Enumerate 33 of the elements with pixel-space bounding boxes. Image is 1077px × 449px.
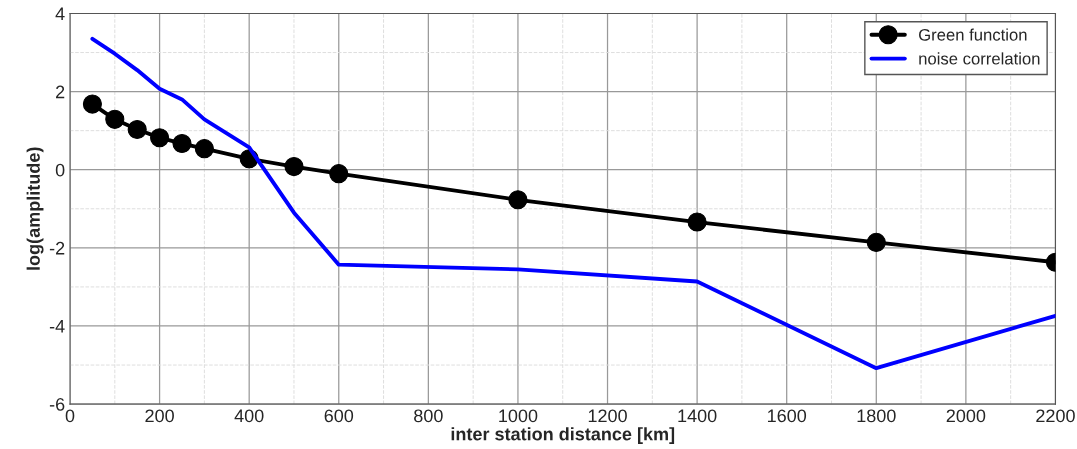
point <box>329 164 349 184</box>
x-tick-label: 400 <box>234 409 264 423</box>
point <box>127 119 147 140</box>
x-tick-label: 0 <box>65 409 75 423</box>
y-tick-label: -4 <box>49 320 65 333</box>
y-tick-label: -6 <box>49 398 65 411</box>
x-axis-title: inter station distance [km] <box>451 427 675 445</box>
y-tick-label: 0 <box>55 163 65 177</box>
x-tick-label: 600 <box>324 409 354 423</box>
x-tick-label: 800 <box>414 409 443 423</box>
x-tick-label: 1400 <box>678 409 717 423</box>
x-tick-label: 2200 <box>1036 409 1075 423</box>
x-tick-label: 2000 <box>946 409 986 423</box>
x-tick-label: 1000 <box>499 409 538 423</box>
x-tick-label: 200 <box>145 409 174 423</box>
point <box>194 139 214 159</box>
y-tick-label: 2 <box>56 85 65 99</box>
point <box>82 94 102 114</box>
point <box>508 190 528 210</box>
point <box>284 157 304 177</box>
point <box>687 212 707 232</box>
legend-label: noise correlation <box>919 52 1040 65</box>
y-axis-title: log(amplitude) <box>26 147 44 270</box>
x-tick-label: 1600 <box>768 409 807 423</box>
point <box>105 109 125 129</box>
y-tick-label: -2 <box>49 241 65 255</box>
point <box>172 134 192 154</box>
x-tick-label: 1800 <box>857 409 896 423</box>
point <box>866 232 886 252</box>
y-tick-label: 4 <box>55 7 65 21</box>
x-tick-label: 1200 <box>588 409 627 423</box>
point <box>150 128 170 148</box>
legend-label: Green function <box>919 28 1027 41</box>
